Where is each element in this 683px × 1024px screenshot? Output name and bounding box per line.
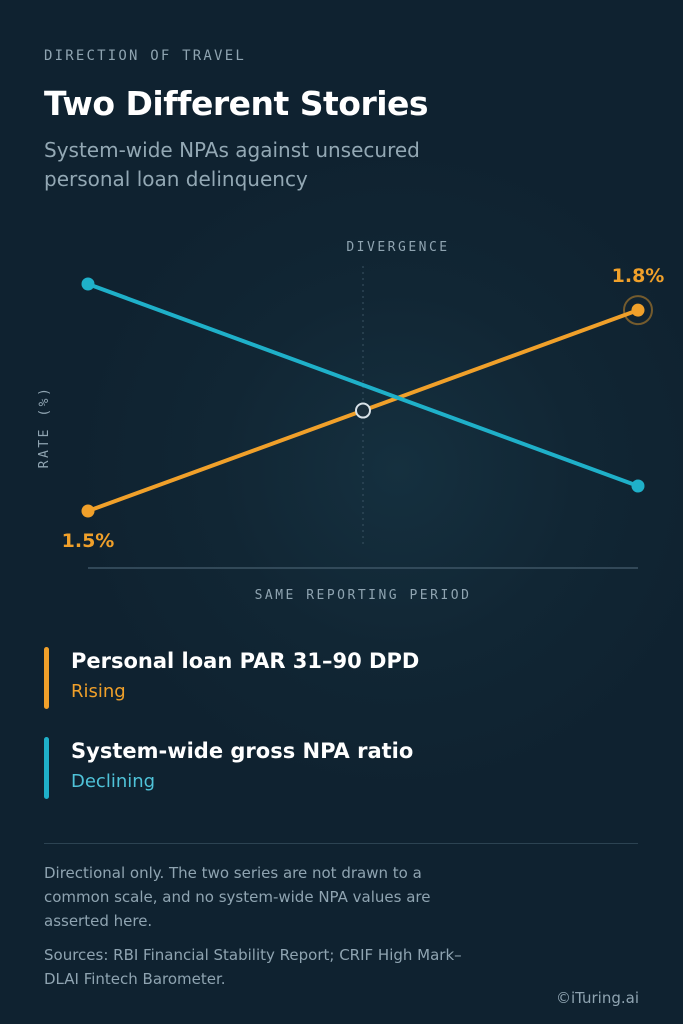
legend-swatch-teal bbox=[44, 737, 49, 799]
y-axis-label: RATE (%) bbox=[37, 386, 52, 469]
page-subtitle: System-wide NPAs against unsecured perso… bbox=[44, 138, 420, 191]
legend-swatch-orange bbox=[44, 647, 49, 709]
legend-series-name: Personal loan PAR 31–90 DPD bbox=[71, 649, 420, 673]
legend-series-status: Rising bbox=[71, 681, 126, 702]
footnote-disclaimer: Directional only. The two series are not… bbox=[44, 864, 431, 930]
copyright-label: ©iTuring.ai bbox=[555, 989, 639, 1007]
start-value-label: 1.5% bbox=[62, 530, 115, 552]
end-point-halo bbox=[623, 295, 653, 326]
end-point-0 bbox=[631, 303, 645, 317]
x-axis-label: SAME REPORTING PERIOD bbox=[255, 588, 472, 603]
end-point-1 bbox=[631, 479, 645, 493]
crossover-point bbox=[355, 402, 371, 419]
line-chart: DIVERGENCE RATE (%) SAME REPORTING PERIO… bbox=[37, 240, 665, 603]
series-line-1 bbox=[86, 282, 640, 489]
start-point-1 bbox=[81, 277, 95, 291]
footnote-sources: Sources: RBI Financial Stability Report;… bbox=[44, 946, 462, 988]
footer-divider bbox=[44, 843, 638, 844]
legend-series-status: Declining bbox=[71, 771, 156, 792]
eyebrow-label: DIRECTION OF TRAVEL bbox=[44, 48, 246, 64]
series-layer: 1.5% 1.8% bbox=[62, 265, 665, 552]
divergence-annotation: DIVERGENCE bbox=[346, 240, 449, 255]
page-title: Two Different Stories bbox=[44, 84, 429, 123]
start-point-0 bbox=[81, 504, 95, 518]
legend-series-name: System-wide gross NPA ratio bbox=[71, 739, 414, 763]
end-value-label: 1.8% bbox=[612, 265, 665, 287]
